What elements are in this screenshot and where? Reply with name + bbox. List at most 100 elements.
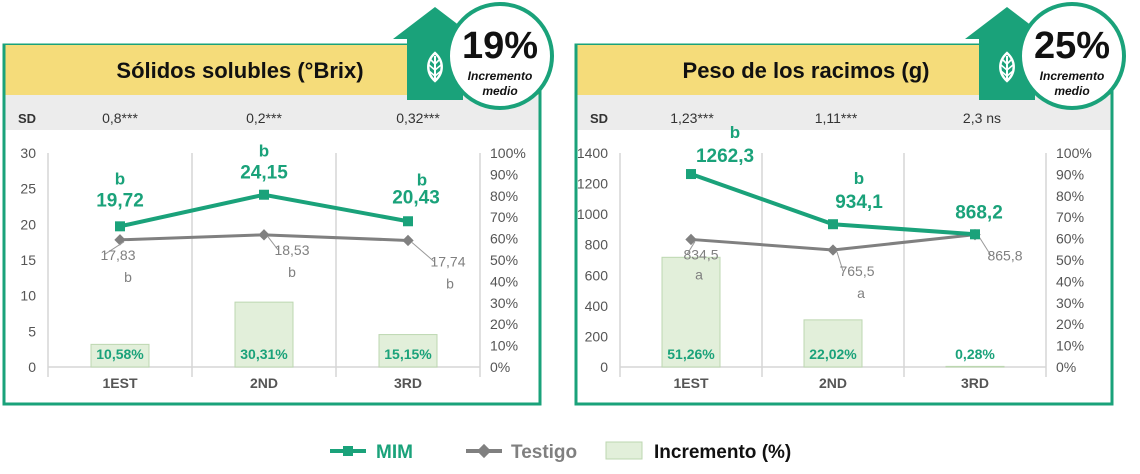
y-tick-label: 0 [600,359,608,375]
y-tick-label: 5 [28,323,36,339]
y2-tick-label: 10% [490,338,518,354]
mim-point [970,229,980,240]
badge-text-line1: Incremento [468,69,533,83]
y2-tick-label: 100% [490,145,526,161]
legend-incremento-swatch [605,441,643,460]
incremento-bar [945,365,1005,368]
testigo-leader [978,236,992,256]
incremento-label: 30,31% [240,346,288,362]
testigo-point [685,233,697,246]
y2-tick-label: 30% [1056,295,1084,311]
incremento-label: 15,15% [384,346,432,362]
y-tick-label: 1000 [577,206,608,222]
testigo-letter: b [124,269,132,285]
sd-value: 1,23*** [670,110,714,126]
y-tick-label: 30 [20,145,36,161]
mim-point [403,216,413,227]
testigo-value-label: 17,74 [430,253,465,269]
leaf-icon [999,51,1015,83]
badge-circle [446,2,554,110]
mim-letter: b [854,169,864,188]
mim-letter: b [259,142,269,161]
y2-tick-label: 10% [1056,338,1084,354]
testigo-value-label: 17,83 [100,247,135,263]
testigo-leader [411,242,435,262]
y2-tick-label: 80% [1056,188,1084,204]
y-tick-label: 600 [585,267,609,283]
y2-tick-label: 50% [1056,252,1084,268]
mim-value-label: 1262,3 [696,146,754,167]
x-tick-label: 2ND [250,375,278,391]
y2-tick-label: 90% [1056,166,1084,182]
testigo-leader [836,251,844,272]
legend-testigo: Testigo [466,442,577,463]
legend-testigo-label: Testigo [511,442,577,463]
y-tick-label: 15 [20,252,36,268]
y2-tick-label: 20% [1056,316,1084,332]
mim-value-label: 934,1 [835,192,883,213]
mim-value-label: 19,72 [96,190,144,211]
sd-value: 0,8*** [102,110,138,126]
y-tick-label: 800 [585,237,609,253]
mim-point [828,219,838,230]
legend-mim: MIM [330,442,413,463]
y-tick-label: 25 [20,181,36,197]
testigo-point [402,234,414,247]
mim-value-label: 868,2 [955,202,1003,223]
sd-value: 0,32*** [396,110,440,126]
sd-label: SD [590,111,608,126]
testigo-value-label: 834,5 [683,246,718,262]
testigo-value-label: 765,5 [839,263,874,279]
x-tick-label: 2ND [819,375,847,391]
mim-letter: b [417,170,427,189]
y2-tick-label: 60% [1056,231,1084,247]
y2-tick-label: 30% [490,295,518,311]
badge-value: 25% [1034,25,1110,67]
testigo-leader [686,241,696,255]
incremento-label: 0,28% [955,346,995,362]
testigo-letter: b [446,275,454,291]
testigo-value-label: 865,8 [987,248,1022,264]
testigo-value-label: 18,53 [274,242,309,258]
leaf-icon [427,51,443,83]
y-tick-label: 200 [585,328,609,344]
y2-tick-label: 100% [1056,145,1092,161]
x-tick-label: 3RD [394,375,422,391]
incremento-label: 10,58% [96,346,144,362]
mim-value-label: 24,15 [240,163,288,184]
chart-peso-racimos: Peso de los racimos (g) SD 1,23*** 1,11*** 2… [574,2,1126,406]
incremento-bar [90,343,150,368]
y-tick-label: 400 [585,298,609,314]
chart-title: Peso de los racimos (g) [683,58,930,83]
sd-row [5,95,539,130]
y2-tick-label: 50% [490,252,518,268]
legend-incremento: Incremento (%) [605,441,791,463]
incremento-label: 51,26% [667,346,715,362]
legend-incremento-label: Incremento (%) [654,442,791,463]
incremento-bar [661,256,721,368]
sd-row [577,95,1111,130]
mim-value-label: 20,43 [392,187,440,208]
x-tick-label: 1EST [102,375,137,391]
x-tick-label: 3RD [961,375,989,391]
chart-solidos-solubles: Sólidos solubles (°Brix) SD 0,8*** 0,2*** 0,… [2,2,554,406]
mim-letter: b [730,123,740,142]
legend-testigo-marker [476,443,492,459]
testigo-leader [267,236,279,251]
y2-tick-label: 90% [490,166,518,182]
y2-tick-label: 70% [1056,209,1084,225]
legend-mim-label: MIM [376,442,413,463]
y-tick-label: 1400 [577,145,608,161]
chart-title: Sólidos solubles (°Brix) [116,58,363,83]
badge-text-line2: medio [1054,84,1089,98]
mim-letter: b [115,169,125,188]
incremento-bar [803,319,863,368]
sd-value: 1,11*** [815,110,858,126]
mim-point [259,189,269,200]
y2-tick-label: 80% [490,188,518,204]
testigo-leader [103,241,125,256]
x-tick-label: 1EST [673,375,708,391]
testigo-point [258,229,270,241]
incremento-label: 22,02% [809,346,857,362]
